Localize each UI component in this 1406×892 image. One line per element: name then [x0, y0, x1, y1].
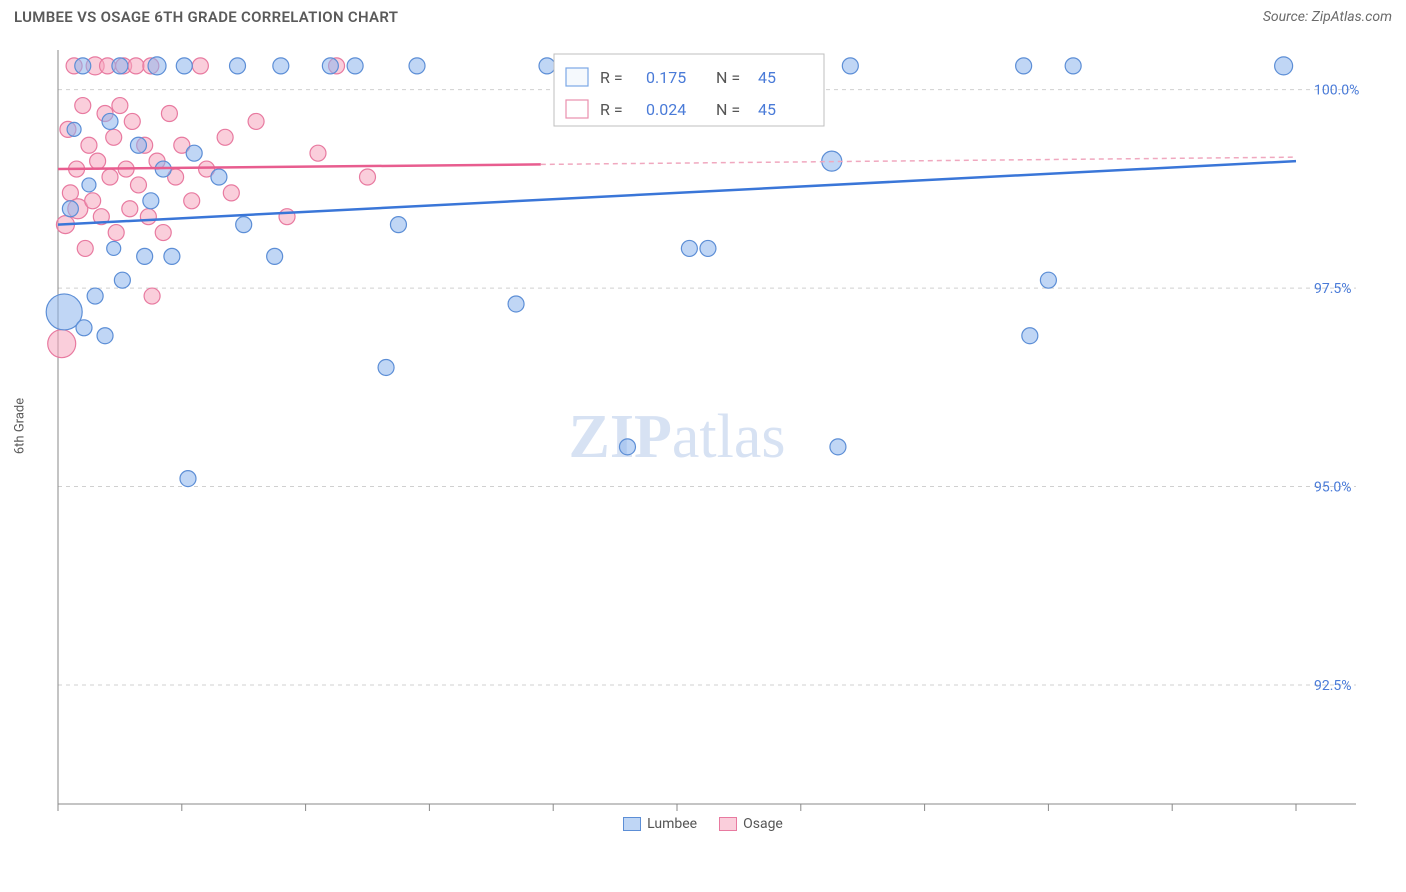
data-point-lumbee: [1065, 58, 1081, 74]
data-point-osage: [128, 58, 144, 74]
data-point-osage: [140, 209, 156, 225]
stats-box: [554, 54, 824, 126]
data-point-lumbee: [700, 240, 716, 256]
data-point-lumbee: [148, 57, 166, 75]
legend-item-osage: Osage: [719, 816, 783, 832]
data-point-lumbee: [107, 241, 121, 255]
legend-item-lumbee: Lumbee: [623, 816, 697, 832]
legend-bottom: Lumbee Osage: [0, 816, 1406, 835]
data-point-lumbee: [619, 439, 635, 455]
data-point-lumbee: [1022, 328, 1038, 344]
data-point-lumbee: [236, 217, 252, 233]
data-point-osage: [108, 225, 124, 241]
watermark: ZIPatlas: [569, 403, 786, 471]
y-tick-label: 97.5%: [1314, 281, 1352, 297]
scatter-plot: 100.0%97.5%95.0%92.5%0.0%100.0%ZIPatlasR…: [14, 32, 1392, 820]
data-point-lumbee: [378, 359, 394, 375]
stats-n-value: 45: [758, 68, 776, 87]
data-point-lumbee: [112, 58, 128, 74]
data-point-osage: [112, 98, 128, 114]
stats-n-value: 45: [758, 100, 776, 119]
data-point-lumbee: [143, 193, 159, 209]
stats-r-label: R =: [600, 100, 623, 119]
data-point-osage: [248, 113, 264, 129]
data-point-osage: [161, 105, 177, 121]
data-point-lumbee: [102, 113, 118, 129]
data-point-lumbee: [180, 471, 196, 487]
stats-n-label: N =: [716, 68, 740, 87]
data-point-osage: [192, 58, 208, 74]
data-point-lumbee: [137, 248, 153, 264]
data-point-osage: [130, 177, 146, 193]
data-point-osage: [310, 145, 326, 161]
data-point-lumbee: [114, 272, 130, 288]
data-point-lumbee: [273, 58, 289, 74]
data-point-osage: [223, 185, 239, 201]
data-point-osage: [75, 98, 91, 114]
data-point-osage: [77, 240, 93, 256]
stats-n-label: N =: [716, 100, 740, 119]
data-point-osage: [124, 113, 140, 129]
data-point-lumbee: [1016, 58, 1032, 74]
data-point-lumbee: [508, 296, 524, 312]
data-point-lumbee: [322, 58, 338, 74]
data-point-lumbee: [1275, 57, 1293, 75]
y-axis-label: 6th Grade: [13, 398, 28, 454]
y-tick-label: 100.0%: [1314, 83, 1359, 99]
y-tick-label: 95.0%: [1314, 480, 1352, 496]
data-point-osage: [144, 288, 160, 304]
stats-r-value: 0.175: [646, 68, 686, 87]
data-point-lumbee: [82, 178, 96, 192]
trend-line-osage-extrapolated: [541, 157, 1296, 164]
data-point-lumbee: [62, 201, 78, 217]
data-point-osage: [102, 169, 118, 185]
y-tick-label: 92.5%: [1314, 678, 1352, 694]
data-point-lumbee: [1040, 272, 1056, 288]
data-point-osage: [360, 169, 376, 185]
data-point-lumbee: [67, 122, 81, 136]
data-point-lumbee: [176, 58, 192, 74]
data-point-lumbee: [267, 248, 283, 264]
data-point-osage: [90, 153, 106, 169]
data-point-lumbee: [409, 58, 425, 74]
data-point-lumbee: [830, 439, 846, 455]
chart-header: LUMBEE VS OSAGE 6TH GRADE CORRELATION CH…: [0, 0, 1406, 32]
data-point-lumbee: [230, 58, 246, 74]
chart-area: 6th Grade 100.0%97.5%95.0%92.5%0.0%100.0…: [14, 32, 1392, 820]
data-point-osage: [85, 193, 101, 209]
data-point-lumbee: [390, 217, 406, 233]
data-point-lumbee: [76, 320, 92, 336]
legend-swatch-icon: [719, 817, 737, 831]
stats-r-label: R =: [600, 68, 623, 87]
data-point-lumbee: [681, 240, 697, 256]
trend-line-lumbee: [58, 161, 1296, 224]
data-point-osage: [122, 201, 138, 217]
legend-label: Osage: [743, 816, 783, 832]
data-point-osage: [48, 330, 76, 358]
data-point-osage: [184, 193, 200, 209]
legend-swatch-icon: [623, 817, 641, 831]
data-point-lumbee: [130, 137, 146, 153]
data-point-osage: [155, 225, 171, 241]
legend-label: Lumbee: [647, 816, 697, 832]
data-point-osage: [81, 137, 97, 153]
data-point-lumbee: [842, 58, 858, 74]
data-point-osage: [106, 129, 122, 145]
data-point-osage: [279, 209, 295, 225]
data-point-osage: [217, 129, 233, 145]
data-point-lumbee: [164, 248, 180, 264]
stats-r-value: 0.024: [646, 100, 686, 119]
chart-title: LUMBEE VS OSAGE 6TH GRADE CORRELATION CH…: [14, 8, 398, 26]
data-point-lumbee: [75, 58, 91, 74]
data-point-lumbee: [347, 58, 363, 74]
data-point-lumbee: [97, 328, 113, 344]
data-point-lumbee: [211, 169, 227, 185]
data-point-lumbee: [539, 58, 555, 74]
data-point-lumbee: [87, 288, 103, 304]
data-point-lumbee: [186, 145, 202, 161]
chart-source: Source: ZipAtlas.com: [1263, 9, 1392, 25]
